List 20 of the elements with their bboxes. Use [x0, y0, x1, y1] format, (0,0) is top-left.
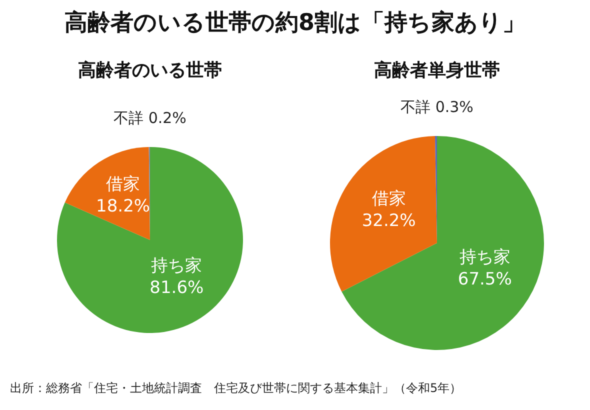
pie-slice	[330, 136, 437, 292]
slice-label: 借家	[372, 189, 406, 210]
slice-label: 不詳	[400, 98, 431, 116]
data-label: 67.5%	[458, 269, 512, 290]
pie-slice	[57, 147, 243, 333]
slice-label: 不詳	[114, 109, 144, 127]
pie-slice	[342, 136, 544, 350]
data-label: 0.2%	[148, 109, 186, 127]
data-label: 32.2%	[362, 211, 416, 232]
chart-subtitle: 高齢者のいる世帯	[78, 60, 222, 81]
slice-label: 持ち家	[151, 256, 202, 276]
slice-label: 持ち家	[459, 247, 510, 268]
data-label: 18.2%	[96, 196, 150, 216]
text: 高齢者のいる世帯の約8割は「持ち家あり」	[64, 9, 526, 36]
data-label: 81.6%	[150, 278, 204, 298]
pie-slice	[64, 147, 150, 240]
chart-title: 高齢者単身世帯	[374, 60, 500, 81]
slice-label: 借家	[106, 174, 140, 194]
data-label: 0.3%	[435, 98, 474, 116]
text: 出所：総務省「住宅・土地統計調査 住宅及び世帯に関する基本集計」（令和5年）	[10, 381, 462, 395]
